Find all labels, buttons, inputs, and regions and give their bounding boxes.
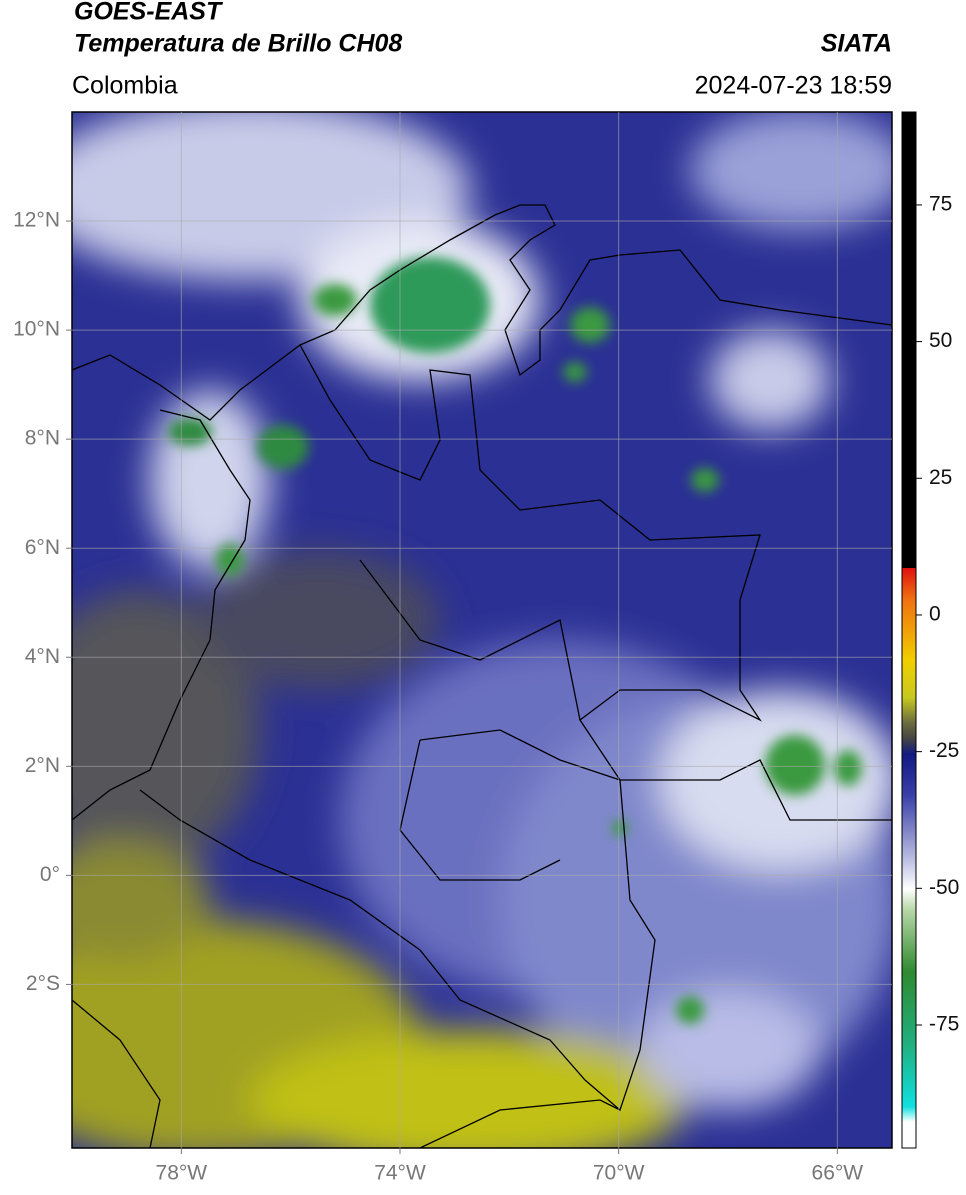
colorbar-label: -50 — [929, 876, 959, 899]
product: Temperatura de Brillo CH08 — [74, 30, 402, 58]
y-tick-label: 10°N — [13, 318, 60, 341]
y-tick-label: 4°N — [25, 645, 60, 668]
colorbar — [901, 111, 917, 1149]
y-tick-label: 2°S — [26, 972, 60, 995]
colorbar-label: 75 — [929, 192, 952, 215]
region: Colombia — [72, 72, 178, 100]
y-tick-label: 8°N — [25, 427, 60, 450]
x-tick-label: 74°W — [374, 1162, 426, 1185]
y-tick-label: 6°N — [25, 536, 60, 559]
colorbar-label: -25 — [929, 739, 959, 762]
y-tick-label: 12°N — [13, 209, 60, 232]
x-tick-label: 70°W — [593, 1162, 645, 1185]
colorbar-label: -75 — [929, 1013, 959, 1036]
colorbar-label: 25 — [929, 466, 952, 489]
satellite: GOES-EAST — [74, 0, 224, 26]
y-tick-label: 0° — [40, 863, 60, 886]
colorbar-label: 0 — [929, 603, 941, 626]
colorbar-label: 50 — [929, 329, 952, 352]
y-tick-label: 2°N — [25, 754, 60, 777]
source: SIATA — [821, 30, 892, 58]
satellite-image — [72, 112, 892, 1148]
map-frame — [71, 111, 893, 1149]
x-tick-label: 78°W — [156, 1162, 208, 1185]
x-tick-label: 66°W — [812, 1162, 864, 1185]
datetime: 2024-07-23 18:59 — [695, 72, 892, 100]
